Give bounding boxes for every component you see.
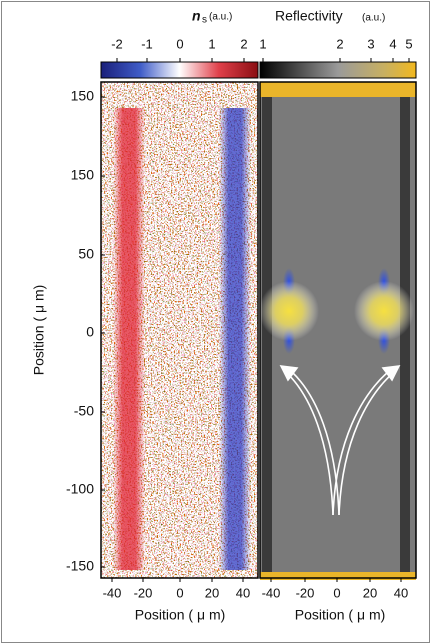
x-tick-label: 40 [236,585,250,600]
x-axis-label: Position ( μ m) [135,607,226,623]
x-tick-label: -20 [296,585,315,600]
reflectivity-tick-label: 3 [367,36,374,51]
x-axis-label: Position ( μ m) [295,607,386,623]
reflectivity-tick-label: 1 [259,36,266,51]
yellow-blob [354,281,414,341]
yellow-blob [259,281,319,341]
arrows [279,365,401,516]
colorbar-ns [100,61,259,79]
reflectivity-title: Reflectivity [275,8,343,24]
x-tick-label: 40 [394,585,408,600]
x-tick-label: 20 [205,585,219,600]
y-tick-label: 50 [78,246,94,262]
y-tick-label: -150 [66,558,94,574]
x-tick-label: -40 [103,585,122,600]
left-panel [100,81,259,579]
blue-band [219,108,251,570]
ns-tick-label: -1 [141,36,153,51]
ns-tick-label: 2 [240,36,247,51]
right-border [259,81,417,579]
arrow-line [338,371,395,516]
y-tick-label: 0 [86,324,94,340]
colorbar-reflectivity [259,61,417,79]
y-tick-label: -100 [66,481,94,497]
y-tick-label: -50 [74,403,94,419]
ns-subscript: s [202,15,207,26]
bottom-strip [260,572,416,580]
ns-tick-label: -2 [111,36,123,51]
y-axis-label: Position ( μ m) [31,285,47,376]
x-tick-label: 0 [176,585,183,600]
right-edge [400,97,410,572]
x-tick-label: 0 [333,585,340,600]
reflectivity-tick-label: 5 [405,36,412,51]
ns-tick-label: 0 [176,36,183,51]
ns-tick-label: 1 [208,36,215,51]
y-tick-label: 150 [71,88,95,104]
arrow-line [285,371,334,516]
arrow-line [291,371,340,516]
x-tick-label: -40 [262,585,281,600]
ns-unit: (a.u.) [209,12,232,23]
ns-symbol: n [192,8,201,24]
arrow-line [332,371,389,516]
arrow-head [381,365,401,382]
x-tick-label: 20 [363,585,377,600]
reflectivity-tick-label: 4 [389,36,396,51]
reflectivity-tick-label: 2 [336,36,343,51]
y-tick-label: 150 [71,167,95,183]
x-tick-label: -20 [134,585,153,600]
reflectivity-unit: (a.u.) [362,13,385,24]
top-strip [260,82,416,97]
arrow-head [279,365,299,382]
red-band [113,108,145,570]
right-panel [259,81,417,580]
left-edge [262,97,272,572]
